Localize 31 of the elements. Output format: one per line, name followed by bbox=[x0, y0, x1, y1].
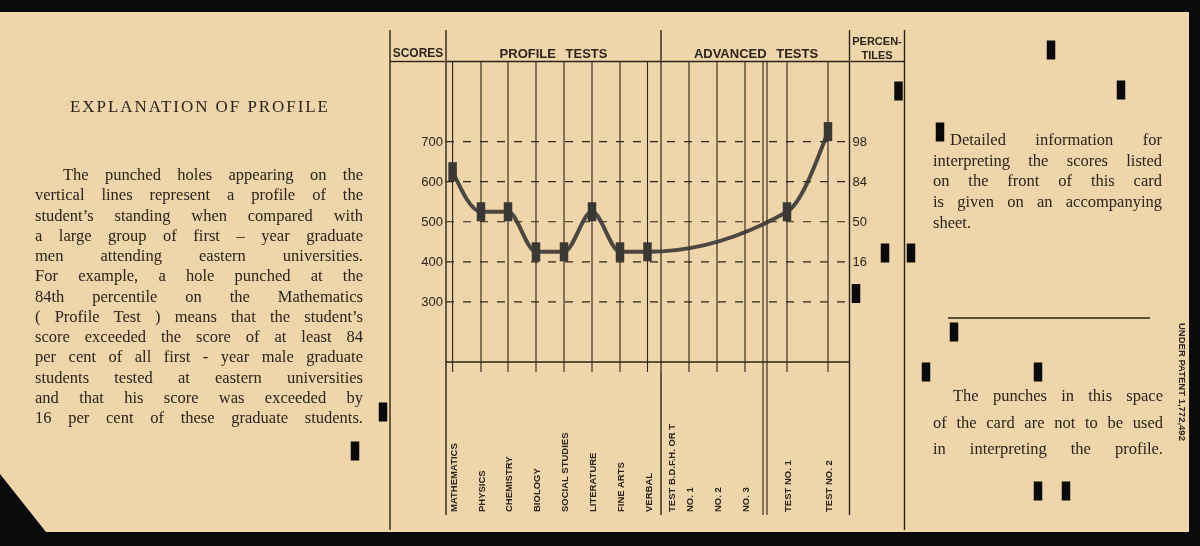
y-tick-label: 700 bbox=[421, 134, 443, 150]
y-tick-label: 300 bbox=[421, 294, 443, 310]
x-tick-label: MATHEMATICS bbox=[447, 443, 459, 512]
text: PROFILE TESTS bbox=[499, 45, 608, 61]
text: The punched holes appearing on the vertical lines represent a profile of the student’s standing when compared with a large group of first – year graduate men attending eastern universities. For example, a hole punched at the 84th percentile on the Mathematics ( Profile Test ) means that the student’s score exceeded the score of at least 84 per cent of all first - year male graduate students tested at eastern universities and that his score was exceeded by 16 per cent of these graduate students. bbox=[35, 165, 363, 427]
text: PERCEN- TILES bbox=[852, 35, 903, 61]
x-tick-label: FINE ARTS bbox=[614, 462, 626, 512]
x-tick-label: NO. 2 bbox=[711, 487, 723, 512]
y-axis-title: SCORES bbox=[392, 46, 444, 60]
x-tick-label: SOCIAL STUDIES bbox=[558, 432, 570, 512]
text: UNDER PATENT 1,772,492 bbox=[1176, 323, 1188, 441]
text: Detailed information for interpreting the scores listed on the front of this card is given on an accompanying sheet. bbox=[933, 130, 1163, 232]
text: 16 bbox=[852, 254, 867, 270]
text: The punches in this space of the card are not to be used in interpreting the profile. bbox=[933, 386, 1164, 458]
x-tick-label: BIOLOGY bbox=[530, 467, 542, 512]
y-tick-label: 500 bbox=[421, 214, 443, 230]
x-tick-label: TEST NO. 1 bbox=[781, 459, 793, 512]
x-tick-label: NO. 3 bbox=[739, 487, 751, 512]
text: ADVANCED TESTS bbox=[693, 45, 819, 61]
x-tick-label: PHYSICS bbox=[475, 470, 487, 512]
x-tick-label: VERBAL bbox=[642, 472, 653, 512]
text: EXPLANATION OF PROFILE bbox=[70, 97, 328, 116]
y-tick-label: 600 bbox=[421, 174, 443, 190]
text: 98 bbox=[852, 134, 867, 150]
y-tick-label: 400 bbox=[421, 254, 443, 270]
text: 50 bbox=[852, 214, 867, 230]
x-tick-label: LITERATURE bbox=[586, 452, 598, 512]
x-tick-label: TEST NO. 2 bbox=[822, 460, 834, 512]
x-tick-label: CHEMISTRY bbox=[502, 455, 514, 512]
text: 84 bbox=[852, 174, 867, 190]
x-tick-label: TEST B.D.F.H. OR T NO. 1 bbox=[665, 423, 695, 512]
